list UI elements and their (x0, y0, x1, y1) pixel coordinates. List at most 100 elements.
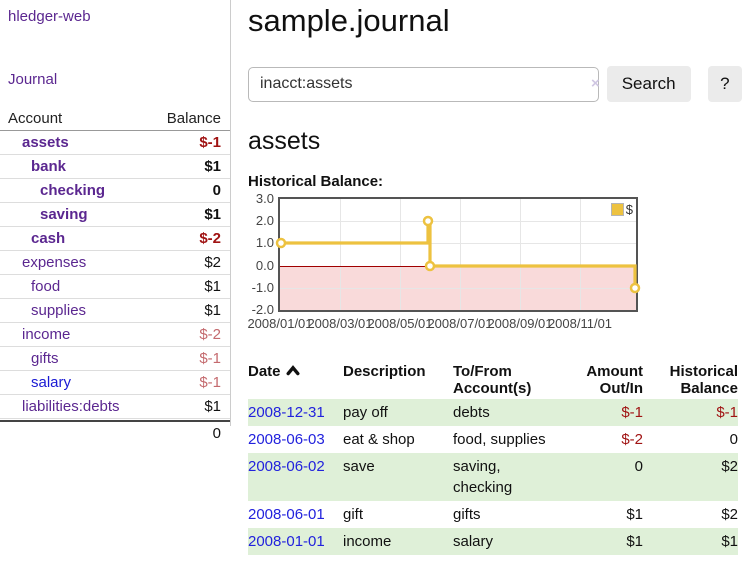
transaction-accounts: salary (453, 533, 494, 550)
gridline (520, 199, 521, 310)
gridline (280, 288, 636, 289)
account-balance: $1 (204, 206, 221, 223)
y-tick: 0.0 (255, 258, 274, 273)
help-button[interactable]: ? (707, 66, 742, 102)
account-link-expenses[interactable]: expenses (22, 254, 87, 271)
accounts-tree: Account Balance assets $-1 bank $1 check… (0, 108, 230, 445)
account-row: assets $-1 (0, 131, 230, 155)
transaction-amount: 0 (634, 458, 643, 475)
account-balance: $1 (204, 398, 221, 415)
chart-legend: $ (610, 202, 633, 217)
clear-search-icon[interactable]: × (591, 75, 600, 92)
account-balance: $-2 (199, 326, 221, 343)
column-header-accounts: To/From Account(s) (453, 363, 532, 397)
transaction-amount: $1 (626, 533, 643, 550)
register-row: 2008-01-01 income salary $1 $1 (248, 528, 738, 555)
balance-series (275, 215, 641, 294)
account-row: bank $1 (0, 155, 230, 179)
x-tick: 2008/09/01 (487, 316, 553, 331)
sidebar: hledger-web Journal Account Balance asse… (0, 0, 231, 442)
x-tick: 2008/11/01 (547, 316, 613, 331)
y-tick: 3.0 (255, 191, 274, 206)
transaction-amount: $-1 (621, 404, 643, 421)
y-tick: 2.0 (255, 213, 274, 228)
historical-balance-chart: 3.0 2.0 1.0 0.0 -1.0 -2.0 (247, 191, 742, 337)
legend-label: $ (625, 202, 633, 217)
y-tick: -1.0 (251, 280, 274, 295)
transaction-accounts: food, supplies (453, 431, 546, 448)
gridline (280, 221, 636, 222)
transaction-amount: $-2 (621, 431, 643, 448)
account-link-salary[interactable]: salary (31, 374, 72, 391)
account-link-assets[interactable]: assets (22, 134, 69, 151)
account-link-gifts[interactable]: gifts (31, 350, 59, 367)
register-header-row: Date Description To/From Account(s) Amou… (248, 361, 738, 399)
account-link-food[interactable]: food (31, 278, 61, 295)
account-balance: $1 (204, 302, 221, 319)
gridline (460, 199, 461, 310)
transaction-accounts: saving, checking (453, 458, 513, 496)
account-row: supplies $1 (0, 299, 230, 323)
accounts-header-balance: Balance (166, 110, 221, 127)
register-table: Date Description To/From Account(s) Amou… (248, 361, 738, 555)
accounts-total-row: 0 (0, 420, 230, 445)
account-balance: $1 (204, 278, 221, 295)
account-heading: assets (248, 127, 321, 155)
transaction-balance: $2 (721, 506, 738, 523)
transaction-date-link[interactable]: 2008-06-02 (248, 458, 325, 475)
account-link-saving[interactable]: saving (40, 206, 88, 223)
transaction-description: gift (343, 506, 364, 523)
account-row: expenses $2 (0, 251, 230, 275)
x-tick: 2008/01/01 (247, 316, 313, 331)
account-balance: $-1 (199, 350, 221, 367)
transaction-accounts: debts (453, 404, 490, 421)
account-link-bank[interactable]: bank (31, 158, 67, 175)
app-title-link[interactable]: hledger-web (8, 8, 91, 25)
transaction-balance: $1 (721, 533, 738, 550)
column-header-date[interactable]: Date (248, 361, 343, 399)
account-row: checking 0 (0, 179, 230, 203)
x-tick: 2008/05/01 (367, 316, 433, 331)
transaction-description: income (343, 533, 392, 550)
register-row: 2008-12-31 pay off debts $-1 $-1 (248, 399, 738, 426)
transaction-balance: $-1 (716, 404, 738, 421)
accounts-total: 0 (212, 425, 221, 442)
transaction-date-link[interactable]: 2008-06-01 (248, 506, 325, 523)
x-tick: 2008/03/01 (307, 316, 373, 331)
account-row: cash $-2 (0, 227, 230, 251)
transaction-description: pay off (343, 404, 388, 421)
transaction-description: eat & shop (343, 431, 415, 448)
transaction-accounts: gifts (453, 506, 481, 523)
search-button[interactable]: Search (606, 66, 691, 102)
gridline (580, 199, 581, 310)
account-link-cash[interactable]: cash (31, 230, 66, 247)
account-link-supplies[interactable]: supplies (31, 302, 87, 319)
account-balance: $-1 (199, 134, 221, 151)
search-form: × Search ? (248, 66, 742, 102)
transaction-date-link[interactable]: 2008-12-31 (248, 404, 325, 421)
gridline (280, 243, 636, 244)
sidebar-item-journal[interactable]: Journal (8, 71, 58, 88)
accounts-header-account: Account (8, 110, 63, 127)
search-input[interactable] (248, 66, 599, 102)
account-row: income $-2 (0, 323, 230, 347)
x-tick: 2008/07/01 (427, 316, 493, 331)
accounts-header: Account Balance (0, 108, 230, 131)
plot-area: $ (275, 197, 641, 312)
account-row: salary $-1 (0, 371, 230, 395)
account-link-checking[interactable]: checking (40, 182, 106, 199)
transaction-date-link[interactable]: 2008-01-01 (248, 533, 325, 550)
account-row: gifts $-1 (0, 347, 230, 371)
column-header-amount: Amount Out/In (586, 363, 643, 397)
transaction-amount: $1 (626, 506, 643, 523)
gridline (340, 199, 341, 310)
account-link-income[interactable]: income (22, 326, 71, 343)
account-balance: $-2 (199, 230, 221, 247)
account-balance: 0 (212, 182, 221, 199)
account-balance: $-1 (199, 374, 221, 391)
chart-title: Historical Balance: (248, 173, 384, 190)
account-link-liabilities-debts[interactable]: liabilities:debts (22, 398, 120, 415)
transaction-date-link[interactable]: 2008-06-03 (248, 431, 325, 448)
column-header-balance: Historical Balance (669, 363, 738, 397)
register-row: 2008-06-01 gift gifts $1 $2 (248, 501, 738, 528)
